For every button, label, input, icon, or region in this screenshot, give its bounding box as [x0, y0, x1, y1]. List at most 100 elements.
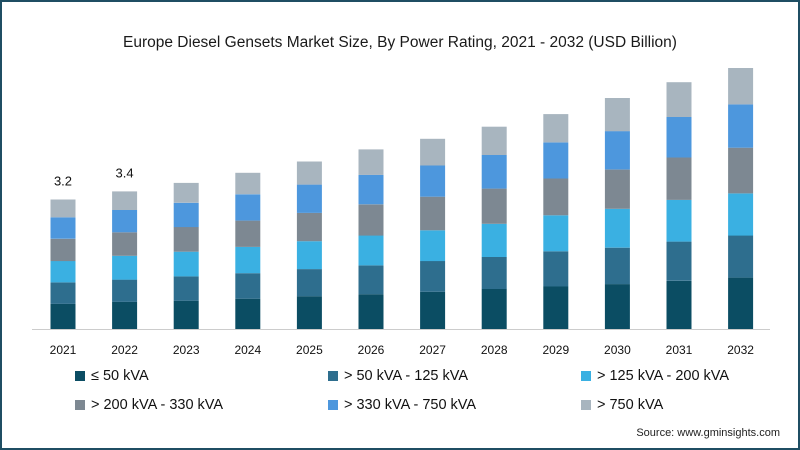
- bar-segment: [173, 300, 199, 329]
- x-tick-label: 2028: [481, 343, 508, 357]
- bar-segment: [50, 217, 76, 239]
- legend-swatch: [581, 400, 591, 410]
- x-tick-label: 2032: [727, 343, 754, 357]
- bar-segment: [50, 303, 76, 329]
- legend-label: ≤ 50 kVA: [91, 368, 149, 384]
- bar-segment: [358, 235, 384, 266]
- bar-segment: [50, 199, 76, 218]
- legend-swatch: [328, 371, 338, 381]
- bar-segment: [112, 301, 138, 329]
- legend-item: > 200 kVA - 330 kVA: [75, 397, 223, 413]
- bar-segment: [112, 232, 138, 256]
- bar-segment: [728, 104, 754, 148]
- x-tick-label: 2022: [111, 343, 138, 357]
- legend-swatch: [75, 371, 85, 381]
- bar-segment: [604, 98, 630, 132]
- bar-segment: [420, 196, 446, 231]
- bar-segment: [543, 215, 569, 252]
- bar-segment: [666, 199, 692, 242]
- bar-segment: [604, 208, 630, 248]
- bar-segment: [728, 277, 754, 329]
- legend-label: > 330 kVA - 750 kVA: [344, 397, 477, 413]
- bar-segment: [543, 142, 569, 179]
- x-tick-label: 2025: [296, 343, 323, 357]
- x-tick-label: 2029: [542, 343, 569, 357]
- bar-segment: [420, 138, 446, 166]
- bar-segment: [296, 184, 322, 213]
- bar-segment: [543, 114, 569, 143]
- bar-segment: [173, 202, 199, 228]
- bar-segment: [666, 241, 692, 281]
- bar-segment: [481, 188, 507, 224]
- bar-segment: [666, 82, 692, 117]
- bar-segment: [296, 161, 322, 185]
- legend-label: > 200 kVA - 330 kVA: [91, 397, 224, 413]
- legend-label: > 50 kVA - 125 kVA: [344, 368, 468, 384]
- bar-segment: [173, 182, 199, 203]
- bar-segment: [666, 280, 692, 329]
- bar-segment: [50, 282, 76, 304]
- bar-segment: [481, 155, 507, 189]
- legend-item: > 125 kVA - 200 kVA: [581, 368, 729, 384]
- bar-segment: [666, 117, 692, 158]
- bar-segment: [728, 235, 754, 278]
- x-tick-label: 2024: [234, 343, 261, 357]
- bar-segment: [604, 247, 630, 285]
- bar-segment: [235, 172, 261, 195]
- bar-segment: [235, 246, 261, 274]
- bar-segment: [112, 255, 138, 280]
- bar-segment: [296, 212, 322, 242]
- bar-segment: [604, 169, 630, 209]
- bar-segment: [296, 296, 322, 329]
- bar-segment: [173, 276, 199, 301]
- data-label: 3.4: [116, 165, 134, 180]
- bar-segment: [358, 149, 384, 175]
- legend-item: > 50 kVA - 125 kVA: [328, 368, 468, 384]
- chart-title: Europe Diesel Gensets Market Size, By Po…: [123, 34, 677, 51]
- bar-segment: [235, 220, 261, 247]
- legend-swatch: [75, 400, 85, 410]
- x-tick-label: 2021: [50, 343, 77, 357]
- bar-segment: [604, 284, 630, 329]
- bar-segment: [173, 251, 199, 277]
- bar-segment: [728, 147, 754, 194]
- bar-segment: [481, 288, 507, 329]
- bar-segment: [481, 223, 507, 257]
- bar-segment: [420, 165, 446, 197]
- bar-segment: [543, 286, 569, 329]
- bar-segment: [728, 68, 754, 105]
- x-tick-label: 2023: [173, 343, 200, 357]
- x-tick-label: 2031: [666, 343, 693, 357]
- bar-segment: [358, 204, 384, 236]
- legend-item: > 330 kVA - 750 kVA: [328, 397, 476, 413]
- legend-label: > 125 kVA - 200 kVA: [597, 368, 730, 384]
- bar-segment: [296, 269, 322, 297]
- data-label: 3.2: [54, 174, 72, 189]
- legend-item: ≤ 50 kVA: [75, 368, 149, 384]
- x-tick-label: 2027: [419, 343, 446, 357]
- bar-segment: [173, 227, 199, 252]
- bar-segment: [358, 265, 384, 295]
- bar-segment: [358, 294, 384, 329]
- bar-segment: [112, 191, 138, 210]
- bar-segment: [543, 251, 569, 287]
- bar-segment: [604, 131, 630, 170]
- bar-segment: [543, 178, 569, 216]
- bar-segment: [728, 193, 754, 236]
- legend-label: > 750 kVA: [597, 397, 664, 413]
- bar-segment: [358, 174, 384, 205]
- bar-segment: [481, 257, 507, 289]
- bar-segment: [112, 210, 138, 233]
- bar-segment: [420, 261, 446, 292]
- bar-segment: [50, 261, 76, 283]
- bar-segment: [235, 298, 261, 329]
- legend-item: > 750 kVA: [581, 397, 663, 413]
- bar-segment: [296, 241, 322, 270]
- x-tick-label: 2026: [358, 343, 385, 357]
- bar-segment: [235, 273, 261, 299]
- bar-segment: [666, 157, 692, 200]
- x-tick-label: 2030: [604, 343, 631, 357]
- legend-swatch: [328, 400, 338, 410]
- bar-segment: [481, 126, 507, 155]
